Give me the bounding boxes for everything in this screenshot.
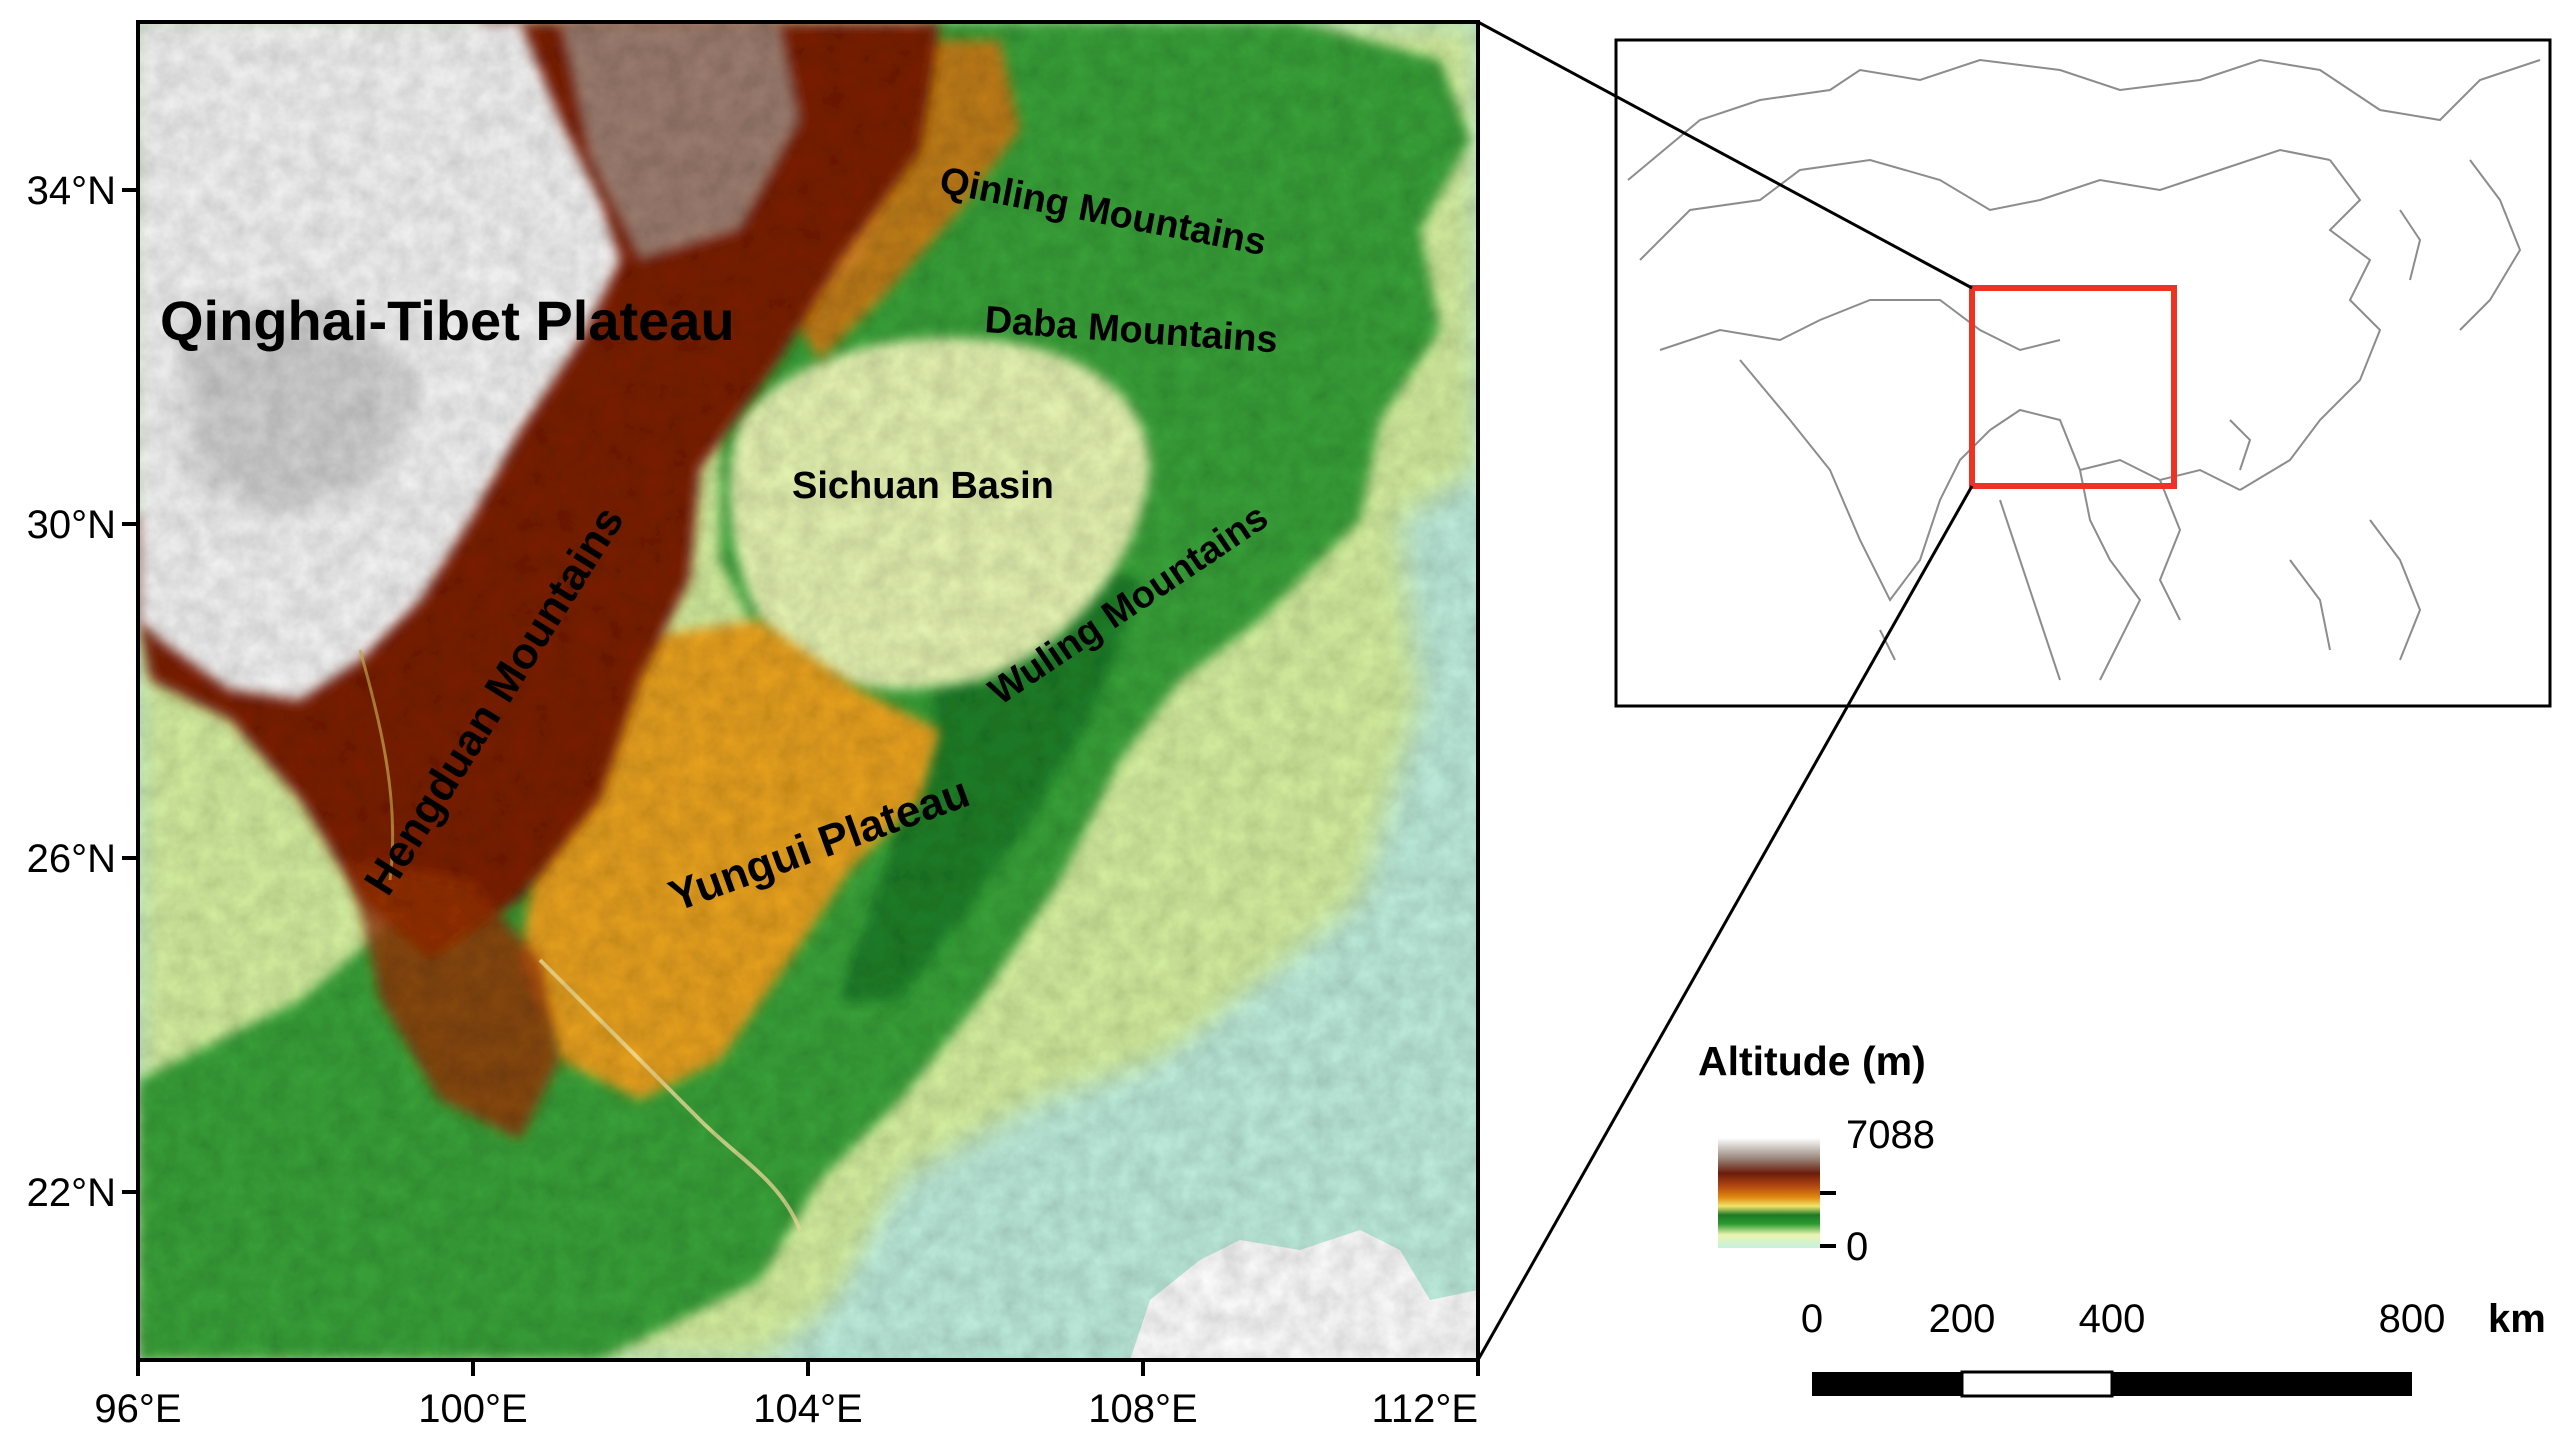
river-trace xyxy=(358,649,395,881)
lat-tick-label: 26°N xyxy=(27,837,116,881)
terrain-brown-south xyxy=(350,860,560,1140)
inset-connector-lines xyxy=(1476,20,1974,1361)
scale-segment-black xyxy=(2112,1372,2412,1396)
legend-max-label: 7088 xyxy=(1846,1113,1935,1157)
lat-tick-label: 22°N xyxy=(27,1171,116,1215)
legend-min-label: 0 xyxy=(1846,1225,1868,1269)
terrain-plateau-grey xyxy=(560,22,800,260)
scale-tick-label: 200 xyxy=(1929,1297,1996,1341)
lon-tick-label: 104°E xyxy=(753,1387,862,1431)
lon-tick-label: 108°E xyxy=(1088,1387,1197,1431)
legend-title: Altitude (m) xyxy=(1698,1038,1926,1084)
lat-tick-label: 30°N xyxy=(27,503,116,547)
inset-frame xyxy=(1614,38,2552,708)
lon-tick-label: 100°E xyxy=(418,1387,527,1431)
scale-tick-label: 0 xyxy=(1801,1297,1823,1341)
terrain-southeast-lowland xyxy=(820,860,1478,1360)
lat-tick-label: 34°N xyxy=(27,169,116,213)
region-label-qinghai-tibet-plateau: Qinghai-Tibet Plateau xyxy=(160,289,735,352)
scale-bar: 0 200 400 800 km xyxy=(1801,1297,2546,1398)
terrain-plateau-grey-2 xyxy=(180,300,420,520)
country-boundaries xyxy=(1627,58,2541,681)
terrain-sichuan-basin xyxy=(729,338,1150,690)
locator-inset-map xyxy=(1614,38,2552,708)
scale-tick-label: 800 xyxy=(2379,1297,2446,1341)
lon-tick-label: 96°E xyxy=(94,1387,181,1431)
scale-segment-black xyxy=(1812,1372,1962,1396)
terrain-brown xyxy=(138,22,940,960)
latitude-axis xyxy=(122,188,138,1194)
region-label-sichuan-basin: Sichuan Basin xyxy=(792,465,1054,507)
legend-color-ramp xyxy=(1718,1138,1820,1248)
elevation-map xyxy=(136,20,1480,1362)
study-area-highlight xyxy=(1969,285,2177,489)
scale-unit: km xyxy=(2488,1297,2546,1341)
lon-tick-label: 112°E xyxy=(1372,1387,1478,1431)
scale-segment-white xyxy=(1960,1370,2114,1398)
terrain-sea xyxy=(1130,1230,1478,1360)
terrain-yungui xyxy=(520,620,940,1100)
terrain-orange-belt xyxy=(780,40,1020,360)
longitude-axis xyxy=(136,1360,1480,1376)
terrain-dark-green xyxy=(840,560,1140,1000)
altitude-legend: Altitude (m) 7088 0 xyxy=(1698,1038,1935,1269)
river-trace xyxy=(538,958,802,1231)
scale-tick-label: 400 xyxy=(2079,1297,2146,1341)
